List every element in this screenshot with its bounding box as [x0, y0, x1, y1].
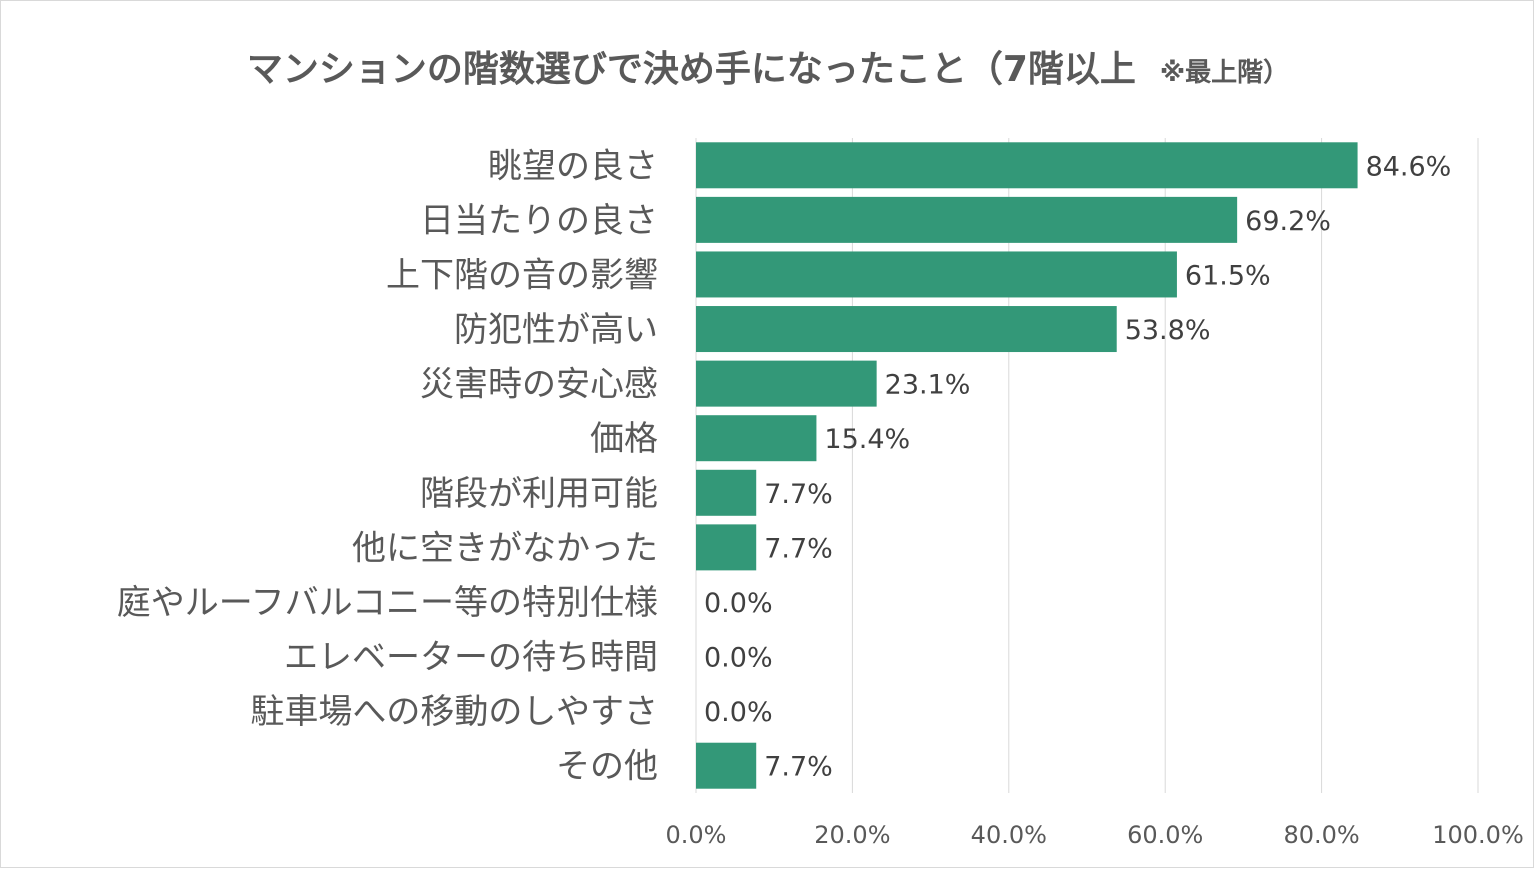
category-label-6: 階段が利用可能 [420, 474, 658, 514]
category-label-5: 価格 [590, 419, 658, 459]
x-tick-label-4: 80.0% [1283, 821, 1359, 849]
value-label-2: 61.5% [1185, 260, 1271, 291]
category-label-3: 防犯性が高い [454, 310, 658, 350]
x-axis-tick-labels: 0.0% 20.0% 40.0% 60.0% 80.0% 100.0% [666, 821, 1524, 849]
bar-6 [696, 469, 757, 516]
category-label-10: 駐車場への移動のしやすさ [250, 692, 658, 732]
category-label-1: 日当たりの良さ [420, 201, 658, 241]
value-label-4: 23.1% [885, 370, 971, 401]
bar-2 [696, 251, 1177, 298]
x-tick-label-5: 100.0% [1432, 821, 1524, 849]
chart-title: マンションの階数選びで決め手になったこと（7階以上 ※最上階） [247, 49, 1289, 90]
value-label-11: 7.7% [764, 752, 833, 783]
value-label-1: 69.2% [1245, 206, 1331, 237]
category-label-0: 眺望の良さ [488, 146, 658, 186]
bar-1 [696, 196, 1238, 243]
category-label-7: 他に空きがなかった [352, 528, 658, 568]
value-labels: 84.6% 69.2% 61.5% 53.8% 23.1% 15.4% 7.7% 7.7% 0.… [704, 151, 1451, 782]
value-label-10: 0.0% [704, 697, 773, 728]
category-label-4: 災害時の安心感 [420, 365, 658, 405]
bar-5 [696, 415, 817, 462]
bar-7 [696, 524, 757, 571]
value-label-0: 84.6% [1366, 151, 1452, 182]
category-label-11: その他 [556, 747, 658, 787]
value-label-7: 7.7% [764, 533, 833, 564]
category-label-2: 上下階の音の影響 [386, 255, 658, 295]
value-label-8: 0.0% [704, 588, 773, 619]
chart-title-main: マンションの階数選びで決め手になったこと（7階以上 [247, 49, 1136, 90]
x-tick-label-0: 0.0% [666, 821, 727, 849]
chart-title-sub: ※最上階） [1160, 58, 1289, 88]
value-label-9: 0.0% [704, 643, 773, 674]
bar-11 [696, 742, 757, 789]
category-label-8: 庭やルーフバルコニー等の特別仕様 [117, 583, 658, 623]
gridlines [695, 138, 1479, 793]
category-label-9: エレベーターの待ち時間 [284, 638, 658, 678]
value-label-3: 53.8% [1125, 315, 1211, 346]
x-tick-label-1: 20.0% [814, 821, 890, 849]
value-label-6: 7.7% [764, 479, 833, 510]
value-label-5: 15.4% [824, 424, 910, 455]
x-tick-label-3: 60.0% [1127, 821, 1203, 849]
bar-3 [696, 306, 1117, 353]
bar-4 [696, 360, 877, 407]
bar-0 [696, 142, 1358, 189]
bars [696, 142, 1358, 789]
category-labels: 眺望の良さ日当たりの良さ上下階の音の影響防犯性が高い災害時の安心感価格階段が利用… [117, 146, 658, 786]
x-tick-label-2: 40.0% [971, 821, 1047, 849]
